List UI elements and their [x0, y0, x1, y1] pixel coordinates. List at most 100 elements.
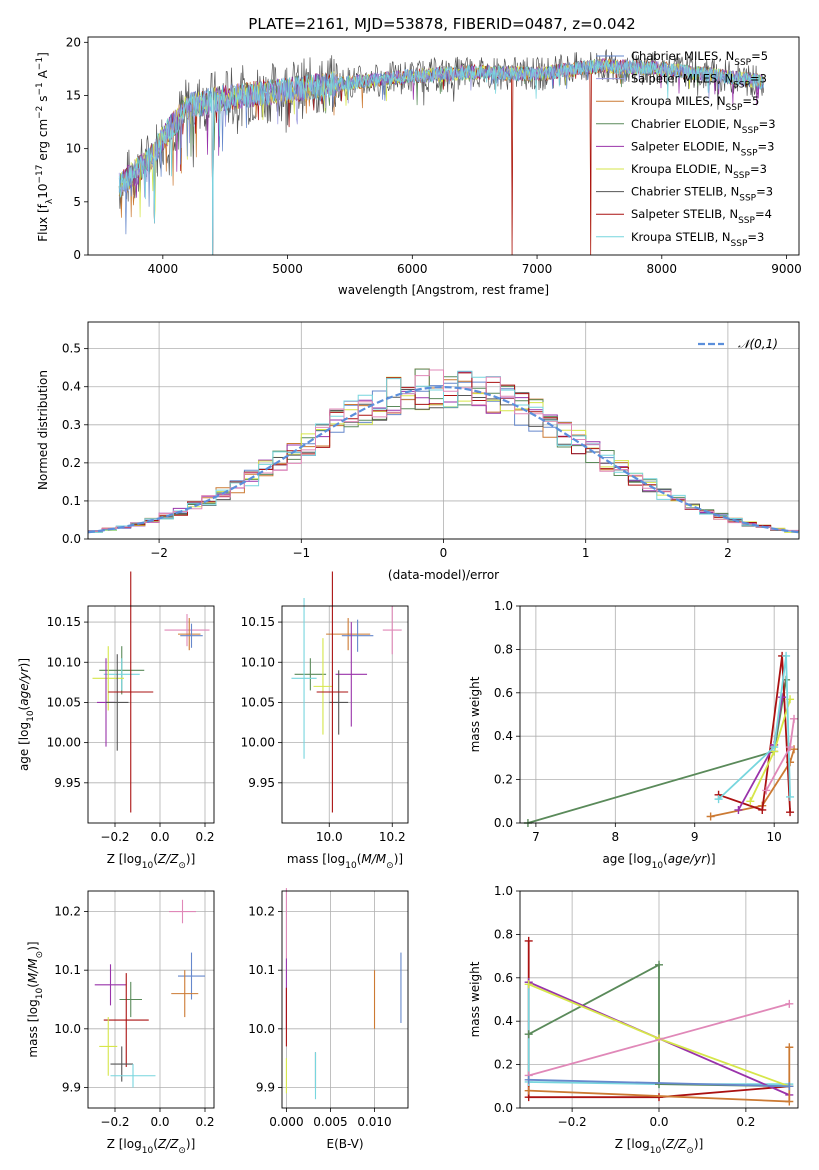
- weight-marker: [524, 980, 533, 989]
- y-tick-label: 10.2: [248, 905, 275, 919]
- chart-residuals: −2 −1 0 1 2 0.0 0.1 0.2 0.3 0.4 0.5 𝒩(0,1) (data-mod…: [36, 321, 800, 582]
- weight-marker: [762, 786, 771, 795]
- x-tick-label: 9000: [771, 262, 802, 276]
- y-tick-label: 0.8: [494, 642, 513, 656]
- x-tick-label: 8000: [647, 262, 678, 276]
- axes-frame: [87, 36, 800, 256]
- weight-series-pink: [528, 1002, 790, 1077]
- chart-age_vs_mass: 10.0 10.2 9.95 10.00 10.05 10.10 10.15 mass [lo…: [241, 571, 409, 871]
- y-tick-label: 0.2: [62, 456, 81, 470]
- x-tick-label: −1: [292, 546, 310, 560]
- x-tick-label: 6000: [397, 262, 428, 276]
- legend-entry: Chabrier STELIB, NSSP=3: [631, 185, 773, 204]
- y-axis-label: mass weight: [468, 676, 482, 752]
- x-tick-label: 4000: [148, 262, 179, 276]
- x-tick-label: 10.0: [316, 830, 343, 844]
- axes-frame: [87, 890, 215, 1109]
- weight-marker: [746, 797, 755, 806]
- y-tick-label: 10.1: [248, 963, 275, 977]
- weight-marker: [655, 960, 663, 969]
- weight-marker: [714, 795, 723, 804]
- weight-marker: [524, 1030, 533, 1039]
- x-tick-label: 2: [724, 546, 732, 560]
- y-tick-label: 0.4: [494, 1014, 513, 1028]
- y-tick-label: 10: [66, 142, 81, 156]
- spectrum-series-kroupa_stelib: [118, 59, 764, 256]
- chart-weight_vs_Z: −0.2 0.0 0.2 0.0 0.2 0.4 0.6 0.8 1.0 Z [log10(Z/Z…: [468, 884, 799, 1156]
- x-tick-label: 10: [767, 830, 782, 844]
- weight-marker: [524, 1086, 533, 1095]
- x-tick-label: −2: [150, 546, 168, 560]
- x-tick-label: 0.005: [313, 1115, 347, 1129]
- weight-series-chabrier_miles: [528, 1078, 790, 1088]
- y-axis-label: mass weight: [468, 961, 482, 1037]
- x-tick-label: 8: [611, 830, 619, 844]
- y-tick-label: 10.1: [54, 963, 81, 977]
- y-tick-label: 0.3: [62, 418, 81, 432]
- spectrum-series-chabrier_elodie: [118, 58, 764, 256]
- y-tick-label: 10.00: [241, 736, 275, 750]
- y-tick-label: 10.2: [54, 905, 81, 919]
- weight-series-chabrier_elodie: [528, 963, 790, 1088]
- weight-marker: [758, 805, 767, 814]
- y-tick-label: 9.95: [248, 776, 275, 790]
- legend-entry: 𝒩(0,1): [738, 337, 778, 351]
- x-axis-label: wavelength [Angstrom, rest frame]: [338, 283, 549, 297]
- y-tick-label: 0: [73, 248, 81, 262]
- y-tick-label: 0.8: [494, 927, 513, 941]
- y-axis-label: Flux [fλ10−17 erg cm−2 s−1 A−1]: [35, 52, 55, 242]
- weight-marker: [785, 1043, 794, 1052]
- y-tick-label: 0.2: [494, 1058, 513, 1072]
- y-tick-label: 1.0: [494, 884, 513, 898]
- y-axis-label: age [log10(age/yr)]: [17, 658, 36, 771]
- x-tick-label: 9: [691, 830, 699, 844]
- legend-entry: Chabrier ELODIE, NSSP=3: [631, 117, 776, 136]
- weight-marker: [785, 1082, 794, 1091]
- chart-spectrum: 4000 5000 6000 7000 8000 9000 0 5 10 15 20 Chabrier…: [35, 35, 802, 297]
- legend-entry: Kroupa MILES, NSSP=5: [631, 94, 759, 113]
- y-tick-label: 10.15: [241, 615, 275, 629]
- y-tick-label: 0.0: [494, 816, 513, 830]
- y-tick-label: 0.6: [494, 686, 513, 700]
- weight-marker: [770, 743, 779, 752]
- x-axis-label: mass [log10(M/M⊙)]: [287, 852, 403, 871]
- y-tick-label: 10.00: [47, 736, 81, 750]
- y-tick-label: 0.1: [62, 494, 81, 508]
- y-tick-label: 10.05: [47, 695, 81, 709]
- weight-marker: [778, 693, 787, 702]
- x-axis-label: E(B-V): [326, 1137, 363, 1151]
- x-axis-label: Z [log10(Z/Z⊙)]: [107, 852, 196, 871]
- legend-entry: Kroupa STELIB, NSSP=3: [631, 230, 764, 249]
- axes-frame: [281, 605, 409, 824]
- weight-marker: [655, 1093, 663, 1102]
- legend-entry: Salpeter STELIB, NSSP=4: [631, 207, 772, 226]
- chart-age_vs_Z: −0.2 0.0 0.2 9.95 10.00 10.05 10.10 10.15 Z [log…: [17, 571, 215, 871]
- x-tick-label: 0.0: [150, 1115, 169, 1129]
- weight-marker: [524, 936, 533, 945]
- y-axis-label: Normed distribution: [36, 370, 50, 490]
- x-axis-label: Z [log10(Z/Z⊙)]: [615, 1137, 704, 1156]
- plots-layer: 4000 5000 6000 7000 8000 900005101520Chabrier…: [17, 35, 802, 1156]
- x-tick-label: 0: [440, 546, 448, 560]
- x-tick-label: 0.0: [150, 830, 169, 844]
- y-tick-label: 9.95: [54, 776, 81, 790]
- histogram-pink: [88, 369, 799, 535]
- chart-weight_vs_age: 7 8 9 10 0.0 0.2 0.4 0.6 0.8 1.0 age [log10(age/yr…: [468, 599, 799, 871]
- weight-marker: [706, 812, 715, 821]
- y-tick-label: 10.05: [241, 695, 275, 709]
- x-tick-label: 1: [582, 546, 590, 560]
- weight-marker: [655, 1080, 663, 1089]
- legend-entry: Chabrier MILES, NSSP=5: [631, 49, 768, 68]
- weight-marker: [786, 792, 795, 801]
- weight-marker: [785, 999, 794, 1008]
- y-axis-label: mass [log10(M/M⊙)]: [26, 941, 45, 1057]
- weight-series-salpeter_stelib: [718, 655, 791, 813]
- legend-entry: Salpeter MILES, NSSP=3: [631, 72, 767, 91]
- x-tick-label: 0.010: [357, 1115, 391, 1129]
- x-tick-label: −0.2: [100, 830, 129, 844]
- axes-frame: [519, 605, 799, 824]
- legend: Chabrier MILES, NSSP=5 Salpeter MILES, NS…: [596, 49, 776, 249]
- weight-series-kroupa_stelib: [717, 655, 791, 800]
- axes-frame: [87, 605, 215, 824]
